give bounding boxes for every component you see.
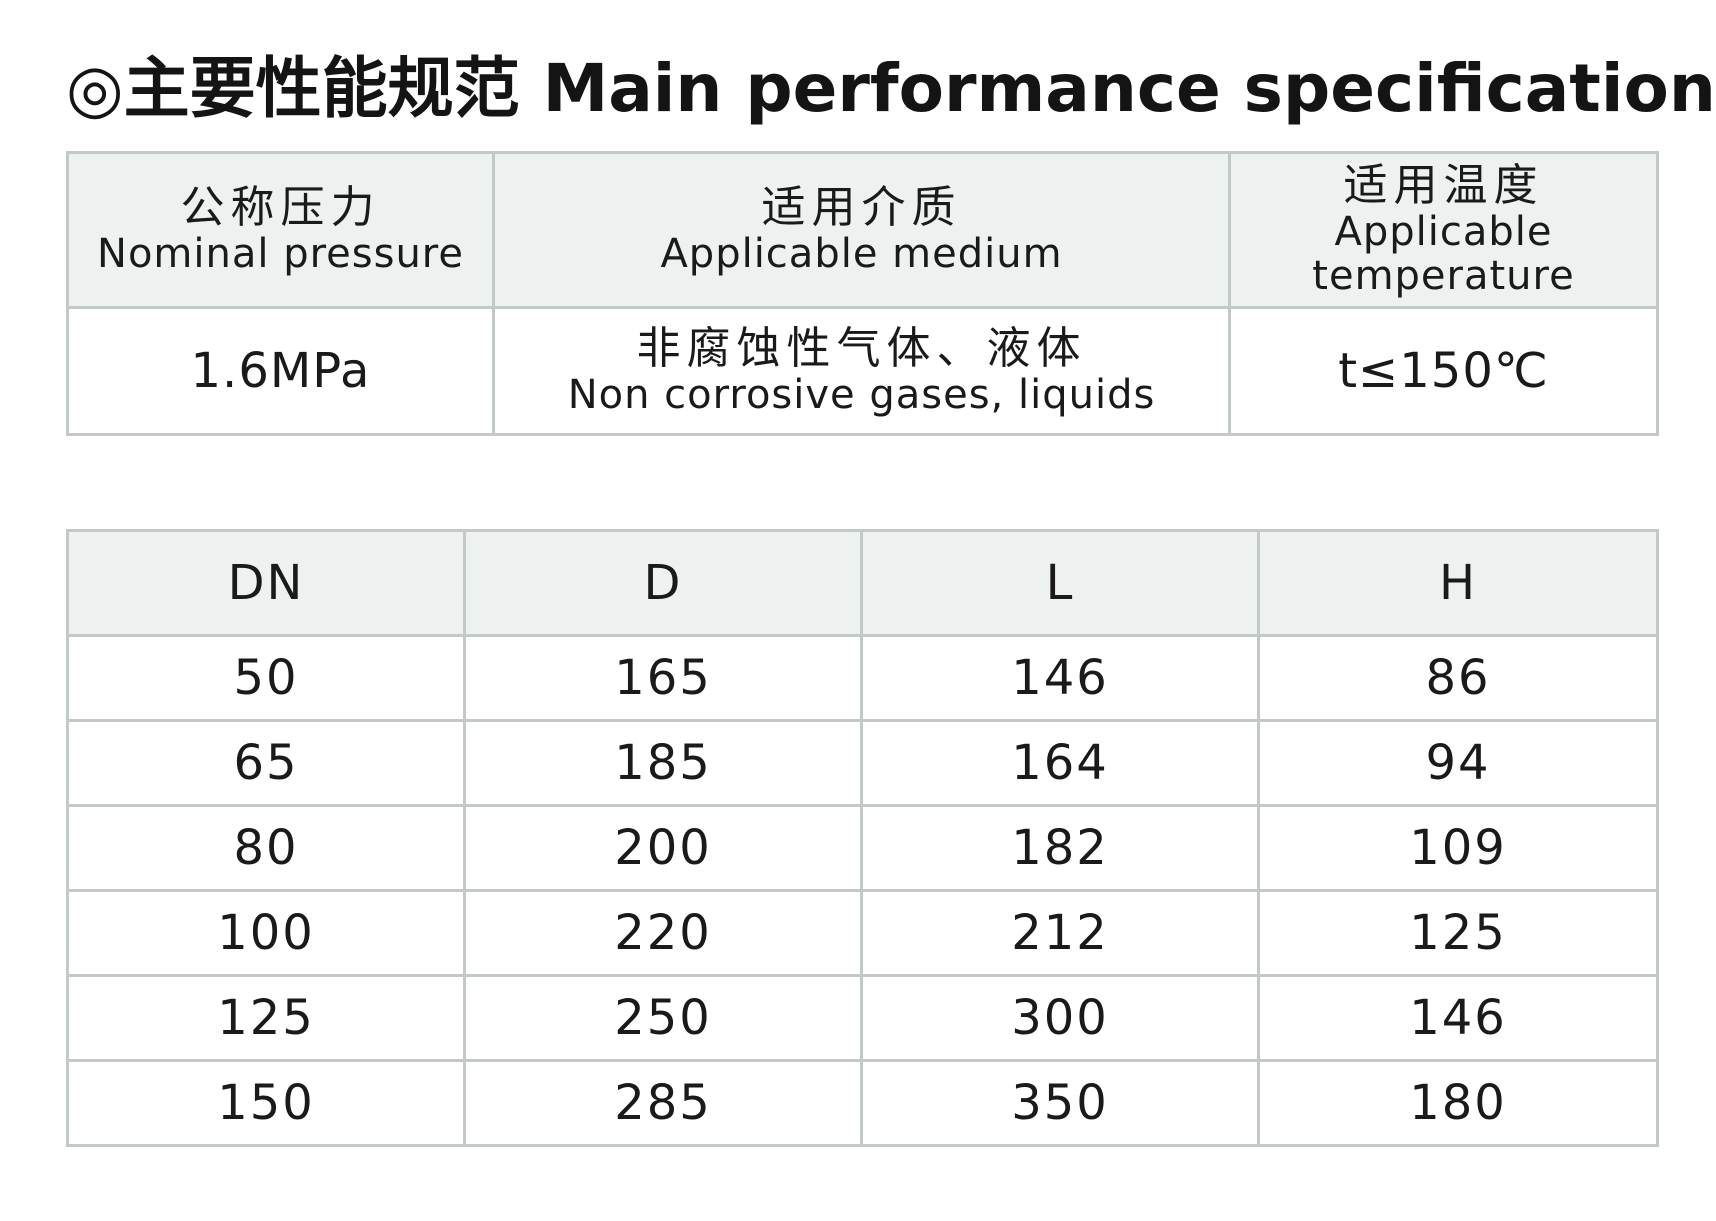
cell-dn: 65 bbox=[66, 719, 466, 807]
cell-dn: 100 bbox=[66, 889, 466, 977]
header-applicable-temperature: 适用温度 Applicable temperature bbox=[1228, 151, 1659, 309]
table-row: 150 285 350 180 bbox=[66, 1059, 1659, 1147]
cell-h: 94 bbox=[1257, 719, 1659, 807]
table-row: 50 165 146 86 bbox=[66, 634, 1659, 722]
header-d: D bbox=[463, 529, 863, 637]
header-dn: DN bbox=[66, 529, 466, 637]
pressure-value-text: 1.6MPa bbox=[190, 343, 371, 399]
header-nominal-pressure-cn: 公称压力 bbox=[180, 182, 381, 233]
table-row: 100 220 212 125 bbox=[66, 889, 1659, 977]
cell-l: 300 bbox=[860, 974, 1260, 1062]
table-row: 80 200 182 109 bbox=[66, 804, 1659, 892]
cell-d: 185 bbox=[463, 719, 863, 807]
page-title: ◎主要性能规范 Main performance specification bbox=[66, 50, 1716, 127]
cell-h: 86 bbox=[1257, 634, 1659, 722]
table-row: 65 185 164 94 bbox=[66, 719, 1659, 807]
temperature-value: t≤150℃ bbox=[1228, 306, 1659, 436]
cell-d: 285 bbox=[463, 1059, 863, 1147]
cell-dn: 80 bbox=[66, 804, 466, 892]
header-applicable-temperature-en: Applicable temperature bbox=[1312, 209, 1575, 299]
cell-l: 212 bbox=[860, 889, 1260, 977]
medium-value-cn: 非腐蚀性气体、液体 bbox=[636, 323, 1087, 374]
cell-h: 146 bbox=[1257, 974, 1659, 1062]
temperature-value-text: t≤150℃ bbox=[1338, 343, 1549, 399]
header-h: H bbox=[1257, 529, 1659, 637]
cell-dn: 125 bbox=[66, 974, 466, 1062]
pressure-value: 1.6MPa bbox=[66, 306, 495, 436]
cell-l: 182 bbox=[860, 804, 1260, 892]
header-applicable-temperature-cn: 适用温度 bbox=[1343, 160, 1544, 211]
performance-spec-table: 公称压力 Nominal pressure 适用介质 Applicable me… bbox=[66, 151, 1659, 436]
cell-d: 200 bbox=[463, 804, 863, 892]
header-applicable-medium: 适用介质 Applicable medium bbox=[492, 151, 1231, 309]
cell-l: 164 bbox=[860, 719, 1260, 807]
medium-value: 非腐蚀性气体、液体 Non corrosive gases, liquids bbox=[492, 306, 1231, 436]
medium-value-en: Non corrosive gases, liquids bbox=[567, 372, 1156, 418]
cell-h: 125 bbox=[1257, 889, 1659, 977]
cell-d: 165 bbox=[463, 634, 863, 722]
cell-h: 109 bbox=[1257, 804, 1659, 892]
header-nominal-pressure: 公称压力 Nominal pressure bbox=[66, 151, 495, 309]
cell-dn: 150 bbox=[66, 1059, 466, 1147]
cell-d: 250 bbox=[463, 974, 863, 1062]
header-applicable-medium-en: Applicable medium bbox=[660, 231, 1063, 277]
header-l: L bbox=[860, 529, 1260, 637]
spec-header-row: 公称压力 Nominal pressure 适用介质 Applicable me… bbox=[66, 151, 1659, 309]
table-row: 125 250 300 146 bbox=[66, 974, 1659, 1062]
header-nominal-pressure-en: Nominal pressure bbox=[97, 231, 464, 277]
cell-l: 350 bbox=[860, 1059, 1260, 1147]
cell-h: 180 bbox=[1257, 1059, 1659, 1147]
dimension-header-row: DN D L H bbox=[66, 529, 1659, 637]
header-applicable-medium-cn: 适用介质 bbox=[761, 182, 962, 233]
cell-dn: 50 bbox=[66, 634, 466, 722]
spec-value-row: 1.6MPa 非腐蚀性气体、液体 Non corrosive gases, li… bbox=[66, 306, 1659, 436]
cell-l: 146 bbox=[860, 634, 1260, 722]
dimension-table: DN D L H 50 165 146 86 65 185 164 94 80 … bbox=[66, 529, 1659, 1147]
cell-d: 220 bbox=[463, 889, 863, 977]
